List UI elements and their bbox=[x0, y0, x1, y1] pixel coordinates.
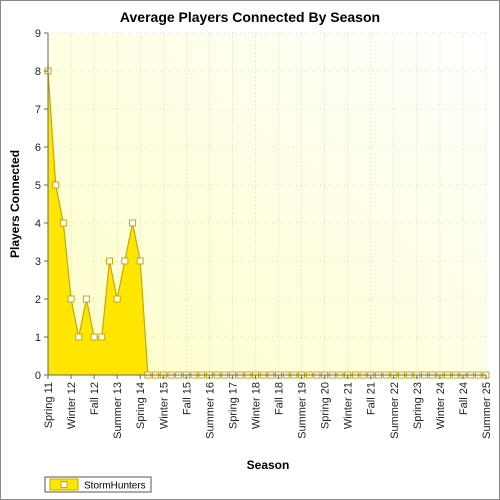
x-tick-label: Spring 23 bbox=[412, 382, 424, 429]
chart-title: Average Players Connected By Season bbox=[120, 9, 380, 25]
data-point bbox=[67, 295, 75, 303]
x-tick-label: Summer 16 bbox=[204, 382, 216, 439]
data-point bbox=[52, 181, 60, 189]
x-tick-label: Summer 13 bbox=[112, 382, 124, 439]
legend: StormHunters bbox=[44, 476, 152, 493]
x-tick-label: Winter 15 bbox=[158, 382, 170, 429]
y-tick-label: 7 bbox=[35, 104, 41, 116]
y-tick-label: 0 bbox=[35, 370, 41, 382]
grid-layer bbox=[48, 32, 487, 375]
axes-layer bbox=[47, 33, 486, 376]
x-tick-label: Summer 22 bbox=[389, 382, 401, 439]
x-axis-label: Season bbox=[247, 458, 290, 472]
x-tick-label: Summer 25 bbox=[481, 382, 493, 439]
data-point bbox=[105, 257, 113, 265]
ticks-layer: 0 1 2 3 4 5 6 7 8 9 Spring 11 Winter 12 Fall 12 Summe… bbox=[35, 28, 493, 439]
x-tick-label: Fall 12 bbox=[89, 382, 101, 415]
x-tick-label: Winter 21 bbox=[343, 382, 355, 429]
y-tick-label: 9 bbox=[35, 28, 41, 40]
data-point bbox=[75, 333, 83, 341]
y-tick-label: 1 bbox=[35, 332, 41, 344]
x-tick-label: Spring 14 bbox=[135, 382, 147, 429]
x-tick-label: Winter 12 bbox=[66, 382, 78, 429]
x-tick-label: Summer 19 bbox=[297, 382, 309, 439]
y-axis-label: Players Connected bbox=[8, 150, 22, 258]
y-tick-label: 5 bbox=[35, 180, 41, 192]
x-tick-label: Winter 24 bbox=[435, 382, 447, 429]
y-tick-label: 8 bbox=[35, 66, 41, 78]
x-tick-label: Fall 18 bbox=[274, 382, 286, 415]
x-tick-label: Fall 24 bbox=[458, 382, 470, 415]
x-tick-label: Spring 20 bbox=[320, 382, 332, 429]
data-point bbox=[59, 219, 67, 227]
x-tick-label: Winter 18 bbox=[250, 382, 262, 429]
legend-label: StormHunters bbox=[84, 481, 146, 492]
y-tick-label: 2 bbox=[35, 294, 41, 306]
data-point bbox=[136, 257, 144, 265]
data-point bbox=[121, 257, 129, 265]
y-tick-label: 6 bbox=[35, 142, 41, 154]
y-tick-label: 4 bbox=[35, 218, 41, 230]
data-point bbox=[90, 333, 98, 341]
y-tick-label: 3 bbox=[35, 256, 41, 268]
legend-marker bbox=[60, 481, 68, 488]
x-tick-label: Fall 21 bbox=[366, 382, 378, 415]
data-point bbox=[82, 295, 90, 303]
data-point bbox=[129, 219, 137, 227]
x-tick-label: Spring 17 bbox=[227, 382, 239, 429]
x-tick-label: Spring 11 bbox=[43, 382, 55, 428]
data-point bbox=[98, 333, 106, 341]
x-tick-label: Fall 15 bbox=[181, 382, 193, 415]
data-point bbox=[113, 295, 121, 303]
series-area bbox=[48, 71, 486, 375]
